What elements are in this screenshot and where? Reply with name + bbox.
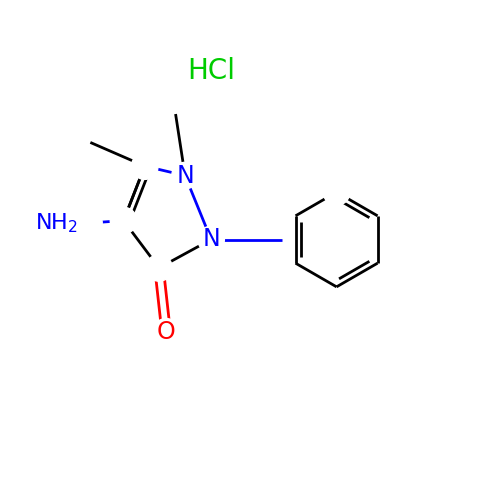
Circle shape	[112, 209, 136, 232]
Circle shape	[172, 162, 198, 189]
Text: N: N	[176, 164, 194, 188]
Text: O: O	[157, 320, 175, 344]
Text: NH$_2$: NH$_2$	[35, 211, 79, 235]
Circle shape	[153, 319, 179, 345]
Text: HCl: HCl	[187, 57, 235, 85]
Circle shape	[323, 179, 350, 205]
Circle shape	[110, 207, 137, 234]
Circle shape	[146, 255, 172, 281]
Circle shape	[79, 211, 102, 235]
Circle shape	[198, 226, 224, 253]
Text: N: N	[202, 228, 220, 251]
Circle shape	[132, 153, 158, 179]
